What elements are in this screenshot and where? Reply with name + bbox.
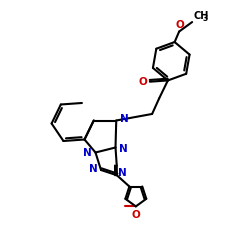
Text: N: N xyxy=(118,168,127,178)
Text: N: N xyxy=(83,148,92,158)
Text: O: O xyxy=(138,77,147,87)
Text: N: N xyxy=(120,114,128,124)
Text: N: N xyxy=(119,144,128,154)
Text: O: O xyxy=(132,210,140,220)
Text: O: O xyxy=(175,20,184,30)
Text: N: N xyxy=(89,164,98,174)
Text: CH: CH xyxy=(194,11,209,21)
Text: 3: 3 xyxy=(203,14,208,23)
